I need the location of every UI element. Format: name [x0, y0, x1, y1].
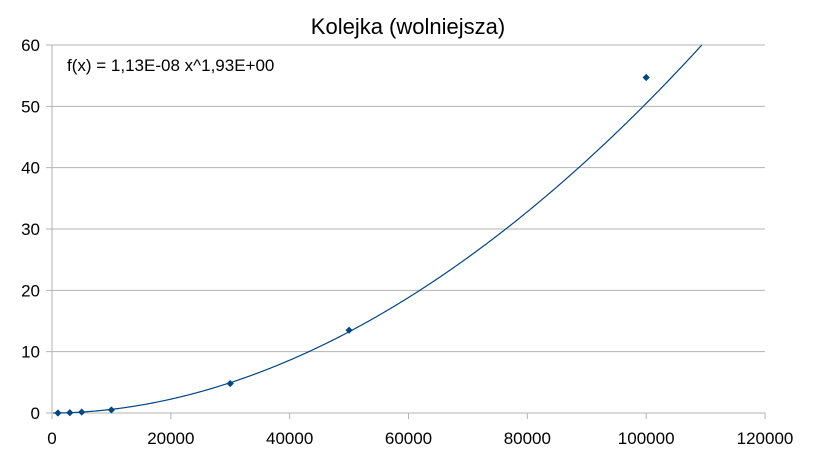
gridlines: [46, 44, 765, 414]
data-point: [107, 406, 116, 414]
data-points: [54, 73, 650, 417]
data-point: [66, 409, 74, 417]
data-point: [345, 326, 353, 334]
chart-title: Kolejka (wolniejsza): [311, 14, 505, 39]
data-point: [642, 73, 650, 82]
y-tick-label: 50: [21, 97, 40, 116]
y-tick-label: 0: [31, 404, 40, 423]
data-point: [226, 379, 234, 388]
data-point: [54, 409, 62, 417]
y-tick-label: 60: [21, 36, 40, 55]
x-tick-label: 60000: [385, 429, 432, 448]
y-tick-label: 30: [21, 220, 40, 239]
x-tick-label: 100000: [618, 429, 675, 448]
y-tick-label: 10: [21, 343, 40, 362]
x-tick-label: 20000: [147, 429, 194, 448]
trendline-curve: [53, 44, 703, 414]
x-tick-label: 120000: [737, 429, 794, 448]
y-axis-tick-labels: 0 10 20 30 40 50 60: [21, 36, 40, 423]
x-tick-label: 80000: [504, 429, 551, 448]
x-axis-tick-labels: 0 20000 40000 60000 80000 100000 120000: [47, 429, 793, 448]
axes: [51, 45, 766, 419]
x-tick-label: 40000: [266, 429, 313, 448]
y-tick-label: 40: [21, 159, 40, 178]
y-tick-label: 20: [21, 281, 40, 300]
trendline-equation: f(x) = 1,13E-08 x^1,93E+00: [67, 56, 274, 75]
data-point: [78, 408, 86, 416]
trendline: [53, 44, 703, 414]
x-tick-label: 0: [47, 429, 56, 448]
